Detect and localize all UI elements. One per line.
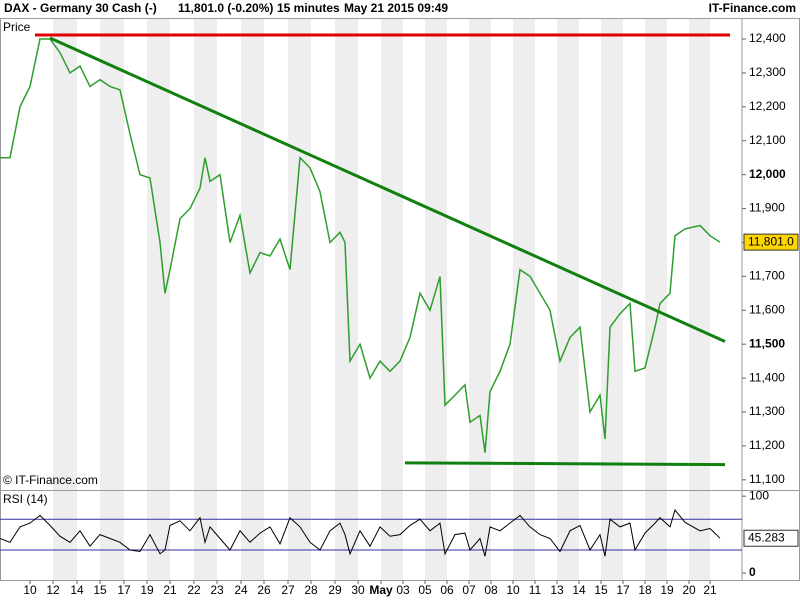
panel-title: Price <box>3 20 31 34</box>
day-stripe <box>147 18 170 490</box>
x-tick-label: 10 <box>23 583 37 597</box>
x-tick-label: 19 <box>140 583 154 597</box>
y-tick-label: 11,500 <box>749 336 785 350</box>
x-tick-label: 07 <box>462 583 476 597</box>
y-tick-label: 12,400 <box>749 31 786 45</box>
day-stripe <box>100 490 124 580</box>
x-tick-label: 14 <box>572 583 586 597</box>
day-stripe <box>100 18 124 490</box>
day-stripe <box>288 18 311 490</box>
trend-line <box>49 36 726 343</box>
y-tick-label: 11,100 <box>749 472 785 486</box>
brand: IT-Finance.com <box>709 1 796 15</box>
day-stripe <box>194 490 217 580</box>
x-tick-label: 20 <box>682 583 696 597</box>
y-tick-label: 11,600 <box>749 302 785 316</box>
x-tick-label: 26 <box>257 583 271 597</box>
last-value-label: 11,801.0 <box>748 234 794 248</box>
quote: 11,801.0 (-0.20%) <box>178 1 273 15</box>
day-stripe <box>513 18 535 490</box>
y-tick-label: 0 <box>749 565 756 579</box>
x-tick-label: 15 <box>594 583 608 597</box>
x-tick-label: 27 <box>281 583 295 597</box>
watermark: © IT-Finance.com <box>3 473 98 487</box>
x-tick-label: 08 <box>484 583 498 597</box>
x-tick-label: 24 <box>234 583 248 597</box>
y-tick-label: 11,900 <box>749 201 785 215</box>
day-stripe <box>335 490 358 580</box>
trend-line <box>404 461 726 467</box>
last-value-box <box>743 233 799 251</box>
panel-title: RSI (14) <box>3 492 48 506</box>
day-stripe <box>381 18 403 490</box>
day-stripe <box>241 490 264 580</box>
y-tick-label: 11,400 <box>749 370 785 384</box>
x-tick-label: 03 <box>396 583 410 597</box>
day-stripe <box>425 490 447 580</box>
x-tick-label: 21 <box>163 583 177 597</box>
x-tick-label: 29 <box>328 583 342 597</box>
x-tick-label: 30 <box>351 583 365 597</box>
x-tick-label: 14 <box>70 583 84 597</box>
day-stripe <box>381 490 403 580</box>
y-tick-label: 100 <box>749 488 769 502</box>
x-tick-label: 28 <box>304 583 318 597</box>
day-stripe <box>557 18 579 490</box>
day-stripe <box>241 18 264 490</box>
x-tick-label: May <box>369 583 393 597</box>
y-tick-label: 12,300 <box>749 65 786 79</box>
x-tick-label: 17 <box>117 583 131 597</box>
x-tick-label: 22 <box>187 583 201 597</box>
x-tick-label: 06 <box>440 583 454 597</box>
x-tick-label: 10 <box>506 583 520 597</box>
last-value-label: 45.283 <box>748 530 785 544</box>
day-stripe <box>689 490 710 580</box>
day-stripe <box>645 490 667 580</box>
day-stripe <box>513 490 535 580</box>
day-stripe <box>645 18 667 490</box>
y-tick-label: 12,000 <box>749 167 786 181</box>
day-stripe <box>194 18 217 490</box>
y-tick-label: 12,100 <box>749 133 786 147</box>
day-stripe <box>469 18 491 490</box>
y-tick-label: 12,200 <box>749 99 786 113</box>
x-tick-label: 05 <box>418 583 432 597</box>
day-stripe <box>601 490 623 580</box>
day-stripe <box>53 18 77 490</box>
y-tick-label: 11,300 <box>749 404 785 418</box>
series-line <box>0 38 721 453</box>
series-line <box>0 508 721 557</box>
day-stripe <box>288 490 311 580</box>
x-tick-label: 12 <box>46 583 60 597</box>
x-tick-label: 19 <box>660 583 674 597</box>
timestamp: May 21 2015 09:49 <box>344 1 448 15</box>
instrument: DAX - Germany 30 Cash (-) <box>4 1 157 15</box>
last-value-box <box>743 529 799 547</box>
x-tick-label: 13 <box>550 583 564 597</box>
day-stripe <box>425 18 447 490</box>
day-stripe <box>147 490 170 580</box>
x-tick-label: 18 <box>638 583 652 597</box>
x-tick-label: 15 <box>93 583 107 597</box>
day-stripe <box>335 18 358 490</box>
x-tick-label: 11 <box>529 583 542 597</box>
x-tick-label: 17 <box>616 583 630 597</box>
day-stripe <box>689 18 710 490</box>
x-tick-label: 21 <box>703 583 717 597</box>
day-stripe <box>53 490 77 580</box>
day-stripe <box>469 490 491 580</box>
y-tick-label: 11,700 <box>749 269 785 283</box>
interval: 15 minutes <box>277 1 340 15</box>
y-tick-label: 11,200 <box>749 438 785 452</box>
x-tick-label: 23 <box>210 583 224 597</box>
day-stripe <box>601 18 623 490</box>
